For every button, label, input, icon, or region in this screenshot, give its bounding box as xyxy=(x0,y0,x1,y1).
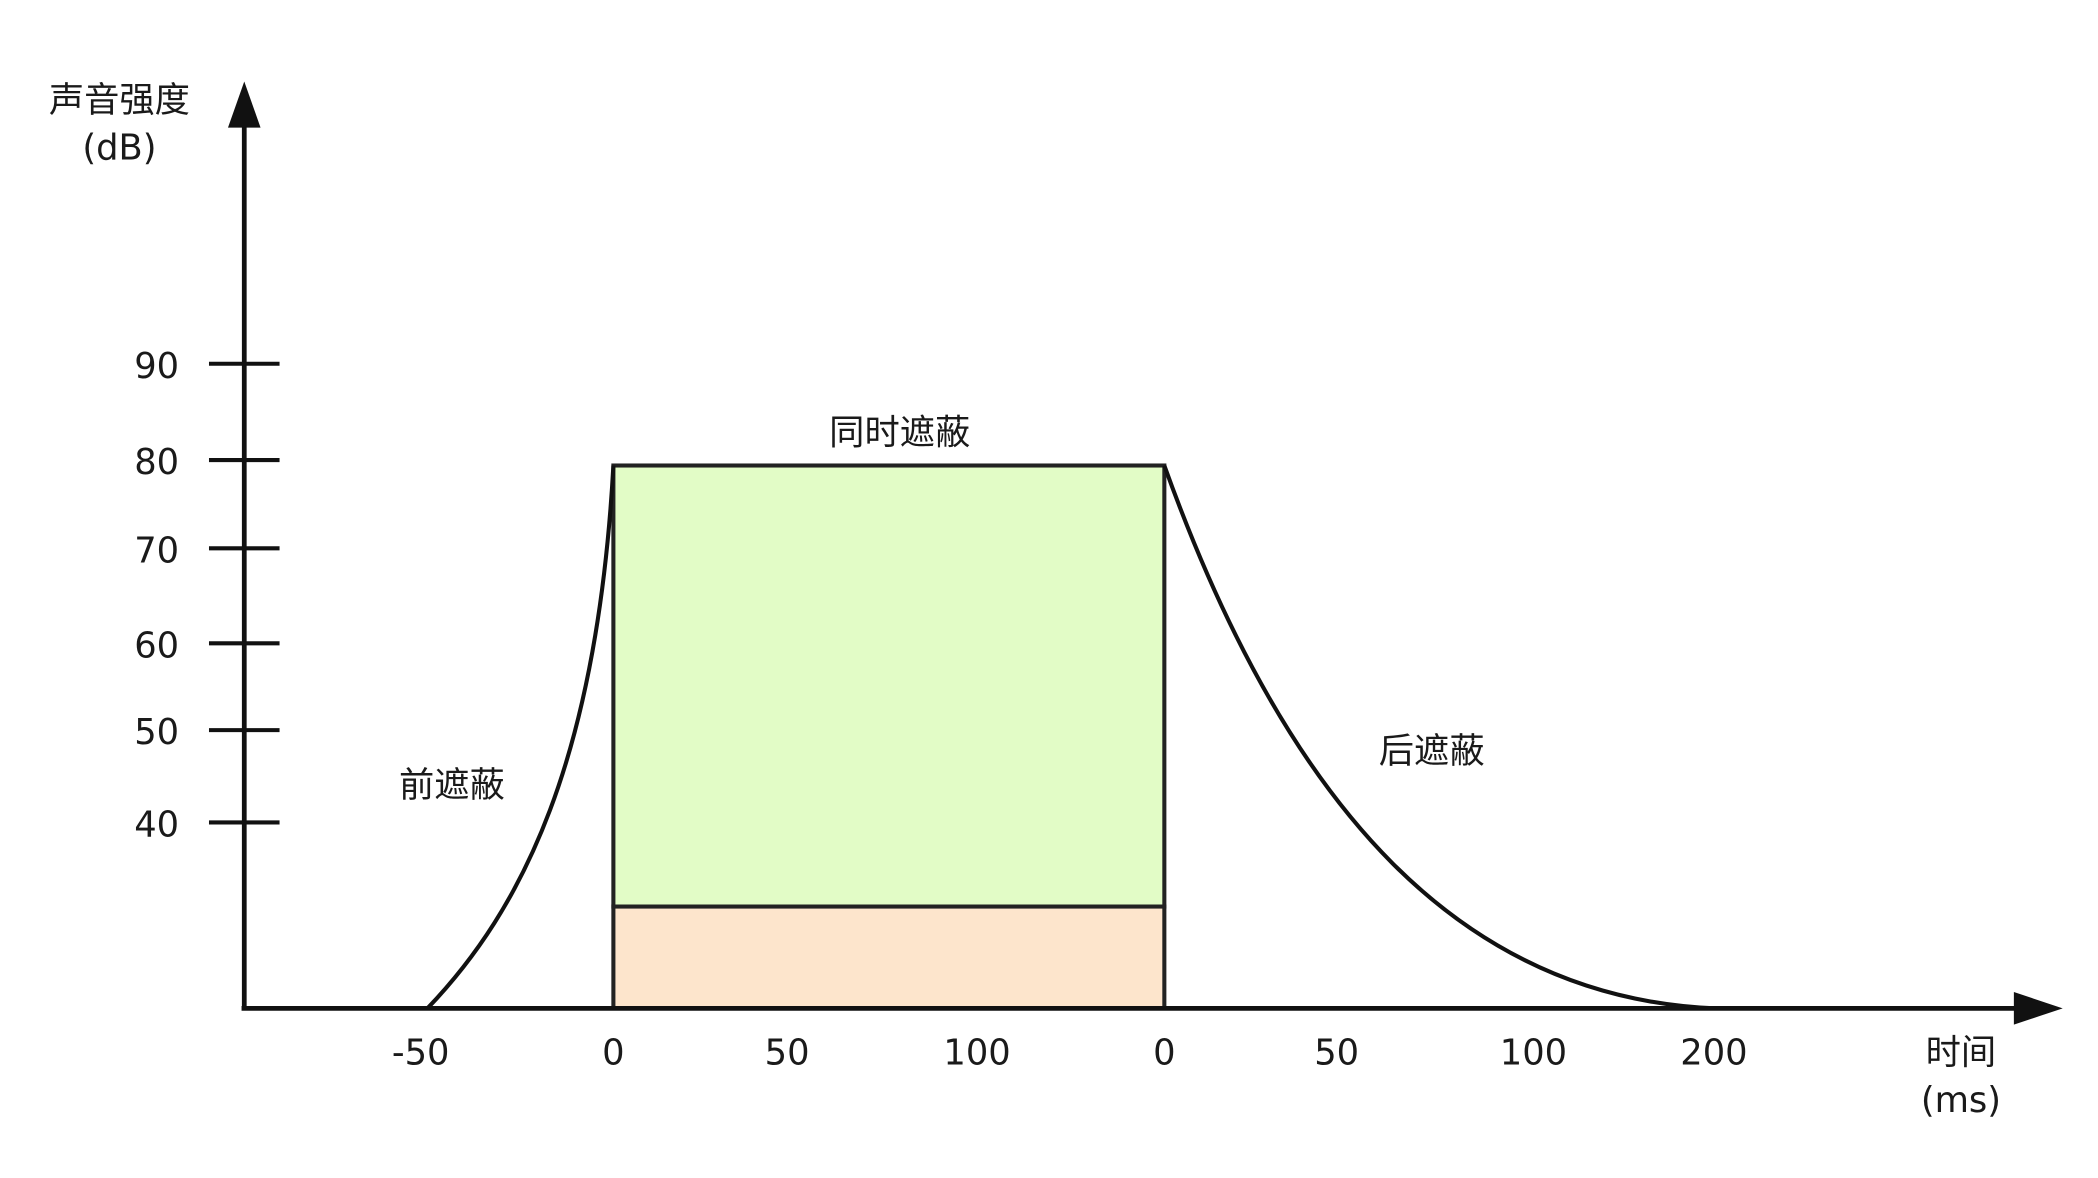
pre-masking-label: 前遮蔽 xyxy=(399,765,505,806)
simultaneous-region xyxy=(611,463,1167,909)
x-tick-label: 0 xyxy=(1153,1032,1175,1073)
y-tick-label: 50 xyxy=(134,712,179,753)
y-tick-label: 70 xyxy=(134,530,179,571)
y-axis-label: 声音强度 xyxy=(49,80,190,121)
pre-masking-curve xyxy=(426,465,616,1010)
x-tick-label: 100 xyxy=(943,1032,1010,1073)
x-tick-label: 100 xyxy=(1500,1032,1567,1073)
y-tick-label: 40 xyxy=(134,804,179,845)
x-axis-label: 时间 xyxy=(1926,1032,1997,1073)
base-region xyxy=(611,904,1167,1011)
x-tick-label: 200 xyxy=(1680,1032,1747,1073)
x-tick-label: 0 xyxy=(602,1032,624,1073)
post-masking-curve xyxy=(1162,464,1715,1011)
y-tick-label: 60 xyxy=(134,625,179,666)
y-tick-label: 90 xyxy=(134,346,179,387)
x-tick-label: 50 xyxy=(1314,1032,1359,1073)
y-arrow xyxy=(227,81,261,128)
x-axis-unit: (ms) xyxy=(1921,1080,2001,1121)
y-tick-label: 80 xyxy=(134,442,179,483)
y-axis-unit: (dB) xyxy=(82,127,156,168)
x-arrow xyxy=(2013,992,2063,1025)
x-tick-label: 50 xyxy=(765,1032,810,1073)
simultaneous-masking-label: 同时遮蔽 xyxy=(829,412,970,453)
x-tick-label: -50 xyxy=(392,1032,450,1073)
post-masking-label: 后遮蔽 xyxy=(1379,731,1485,772)
